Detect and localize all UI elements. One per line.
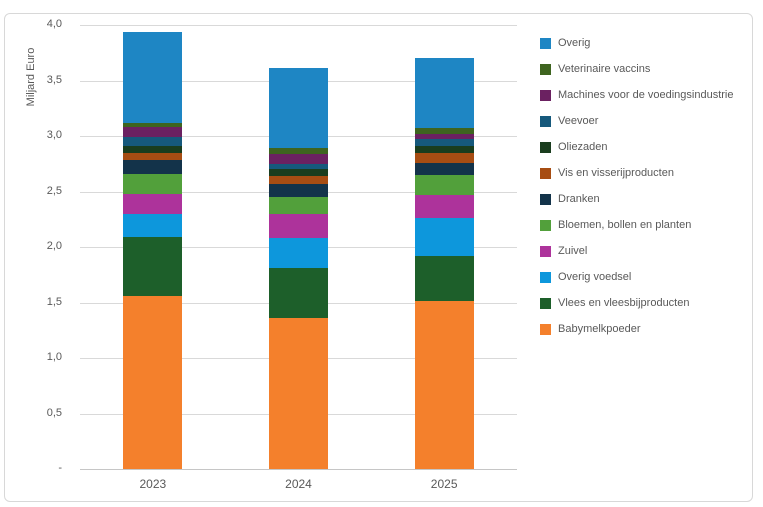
bar-segment xyxy=(123,137,183,146)
bar-segment xyxy=(123,152,183,161)
bar-2023 xyxy=(123,31,183,469)
legend-item: Overig xyxy=(540,30,734,56)
bar-segment xyxy=(414,194,474,219)
legend-swatch-icon xyxy=(540,245,551,257)
bar-segment xyxy=(269,169,328,176)
legend-label: Veevoer xyxy=(558,115,599,127)
bar-segment xyxy=(414,301,474,469)
legend-item: Veevoer xyxy=(540,108,734,134)
bar-segment xyxy=(123,173,183,194)
bar-segment xyxy=(414,218,474,256)
bar-segment xyxy=(269,163,328,170)
legend-label: Vlees en vleesbijproducten xyxy=(558,297,690,309)
legend-label: Zuivel xyxy=(558,245,588,257)
y-tick-label: 1,0 xyxy=(46,351,62,363)
bar-segment xyxy=(414,128,474,134)
legend-swatch-icon xyxy=(540,63,551,75)
bar-segment xyxy=(414,162,474,175)
y-tick-label: - xyxy=(58,462,62,474)
legend-item: Oliezaden xyxy=(540,134,734,160)
bar-segment xyxy=(414,139,474,146)
bar-segment xyxy=(123,31,183,123)
y-tick-label: 2,0 xyxy=(46,240,62,252)
bar-segment xyxy=(123,145,183,153)
y-tick-label: 4,0 xyxy=(46,18,62,30)
bar-segment xyxy=(414,58,474,129)
legend-swatch-icon xyxy=(540,193,551,205)
legend-item: Dranken xyxy=(540,186,734,212)
bar-2024 xyxy=(269,68,328,469)
legend: Overig Veterinaire vaccins Machines voor d… xyxy=(540,30,734,342)
legend-label: Veterinaire vaccins xyxy=(558,63,651,75)
legend-item: Vlees en vleesbijproducten xyxy=(540,290,734,316)
legend-label: Dranken xyxy=(558,193,600,205)
y-tick-label: 2,5 xyxy=(46,184,62,197)
legend-label: Overig voedsel xyxy=(558,271,632,283)
bar-segment xyxy=(269,148,328,154)
legend-item: Bloemen, bollen en planten xyxy=(540,212,734,238)
bar-segment xyxy=(269,183,328,198)
y-tick-label: 3,5 xyxy=(46,73,62,86)
legend-swatch-icon xyxy=(540,297,551,309)
legend-swatch-icon xyxy=(540,89,551,101)
bar-segment xyxy=(414,255,474,302)
bar-segment xyxy=(123,193,183,214)
x-tick-label: 2025 xyxy=(430,477,458,491)
bar-segment xyxy=(269,153,328,164)
gridline xyxy=(80,25,517,26)
bar-segment xyxy=(414,133,474,140)
bar-segment xyxy=(269,197,328,214)
bar-segment xyxy=(123,127,183,138)
bar-segment xyxy=(269,68,328,149)
legend-label: Oliezaden xyxy=(558,141,608,153)
legend-swatch-icon xyxy=(540,219,551,231)
legend-label: Vis en visserijproducten xyxy=(558,167,674,179)
legend-swatch-icon xyxy=(540,323,551,335)
x-tick-label: 2023 xyxy=(139,477,167,491)
bar-segment xyxy=(123,236,183,296)
y-tick-label: 0,5 xyxy=(46,406,62,419)
legend-label: Overig xyxy=(558,37,591,49)
legend-item: Veterinaire vaccins xyxy=(540,56,734,82)
bar-segment xyxy=(269,317,328,469)
legend-item: Machines voor de voedingsindustrie xyxy=(540,82,734,108)
bar-segment xyxy=(414,145,474,153)
legend-swatch-icon xyxy=(540,141,551,153)
y-tick-label: 1,5 xyxy=(46,295,62,308)
legend-swatch-icon xyxy=(540,37,551,49)
bar-segment xyxy=(269,213,328,239)
bar-segment xyxy=(123,295,183,469)
legend-item: Babymelkpoeder xyxy=(540,316,734,342)
legend-swatch-icon xyxy=(540,167,551,179)
bar-segment xyxy=(269,268,328,318)
y-tick-label: 3,0 xyxy=(46,129,62,141)
legend-label: Babymelkpoeder xyxy=(558,323,641,335)
legend-item: Zuivel xyxy=(540,238,734,264)
bar-2025 xyxy=(414,58,474,469)
x-axis-line xyxy=(80,469,517,470)
legend-swatch-icon xyxy=(540,115,551,127)
bar-segment xyxy=(414,152,474,163)
legend-item: Overig voedsel xyxy=(540,264,734,290)
legend-label: Bloemen, bollen en planten xyxy=(558,219,692,231)
bar-segment xyxy=(269,175,328,184)
bar-segment xyxy=(123,160,183,174)
legend-item: Vis en visserijproducten xyxy=(540,160,734,186)
legend-label: Machines voor de voedingsindustrie xyxy=(558,89,734,101)
bar-segment xyxy=(414,174,474,195)
x-tick-label: 2024 xyxy=(285,477,312,491)
legend-swatch-icon xyxy=(540,271,551,283)
bar-segment xyxy=(123,213,183,237)
bar-segment xyxy=(123,122,183,128)
bar-segment xyxy=(269,238,328,269)
